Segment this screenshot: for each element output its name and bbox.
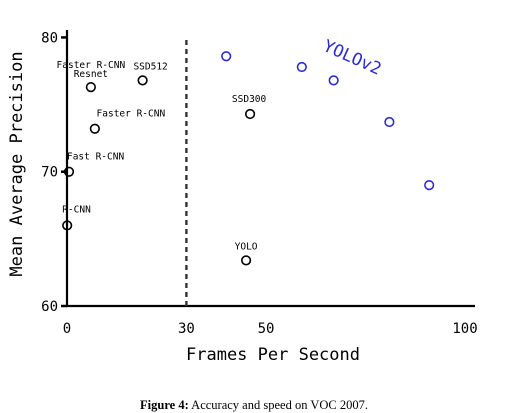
x-tick-label: 50: [258, 321, 275, 337]
data-point: [137, 75, 148, 86]
point-label: Faster R-CNN: [97, 109, 166, 120]
x-tick-label: 0: [63, 321, 71, 337]
y-tick-label: 80: [41, 30, 58, 46]
figure-caption-text: Accuracy and speed on VOC 2007.: [191, 398, 368, 412]
point-label: Fast R-CNN: [67, 152, 124, 163]
y-tick-label: 60: [41, 299, 58, 315]
y-axis-label: Mean Average Precision: [7, 51, 27, 276]
data-point: [89, 123, 100, 134]
y-tick-label: 70: [41, 165, 58, 181]
point-label: YOLO: [235, 241, 258, 252]
point-label: Faster R-CNN: [57, 60, 126, 71]
yolov2-data-point: [424, 180, 435, 191]
x-axis-label: Frames Per Second: [186, 345, 360, 365]
yolov2-data-point: [221, 51, 232, 62]
yolov2-data-point: [384, 116, 395, 128]
data-point: [244, 108, 256, 120]
data-point: [63, 166, 75, 177]
figure-caption-prefix: Figure 4:: [140, 398, 189, 412]
data-point: [85, 82, 96, 93]
data-point: [241, 255, 252, 266]
data-point: [62, 220, 73, 231]
x-tick-label: 30: [178, 321, 195, 337]
yolov2-data-point: [296, 61, 307, 73]
point-label: Resnet: [74, 69, 108, 80]
figure-caption: Figure 4: Accuracy and speed on VOC 2007…: [0, 398, 508, 413]
series-label-yolov2: YOLOv2: [320, 36, 384, 79]
point-label: R-CNN: [62, 204, 91, 215]
yolov2-data-point: [328, 75, 339, 86]
x-tick-label: 100: [452, 321, 477, 337]
point-label: SSD300: [232, 94, 267, 105]
point-label: SSD512: [133, 61, 167, 72]
